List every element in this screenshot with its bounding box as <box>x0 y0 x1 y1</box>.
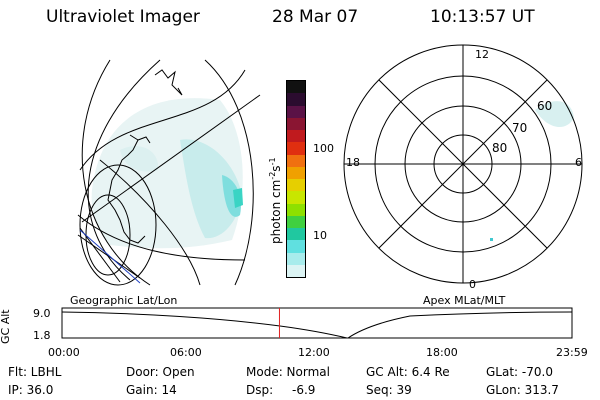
gc-alt-label: GC Alt: 6.4 Re <box>366 365 450 379</box>
altitude-curve <box>61 311 573 339</box>
colorbar-segment <box>287 130 305 143</box>
lat-lon-grid <box>77 59 261 286</box>
mlt-label-0: 0 <box>469 278 476 291</box>
mode-label: Mode: Normal <box>246 365 330 379</box>
dsp-label: Dsp: <box>246 383 274 397</box>
time-tick-0600: 06:00 <box>170 346 202 359</box>
mlt-label-12: 12 <box>475 48 489 61</box>
mlt-diagonal-2 <box>378 79 548 249</box>
colorbar-segment <box>287 142 305 155</box>
door-label: Door: Open <box>126 365 195 379</box>
colorbar-segment <box>287 191 305 204</box>
gc-alt-tick-top: 9.0 <box>33 307 51 320</box>
time-tick-1800: 18:00 <box>426 346 458 359</box>
apex-label: Apex MLat/MLT <box>423 294 506 307</box>
uv-emission-geographic <box>91 98 243 249</box>
mlt-label-6: 6 <box>575 156 582 169</box>
mlat-label-60: 60 <box>537 99 552 113</box>
colorbar-segment <box>287 203 305 216</box>
dsp-value: -6.9 <box>292 383 316 397</box>
colorbar-segment <box>287 166 305 179</box>
colorbar-segment <box>287 154 305 167</box>
gc-alt-tick-bottom: 1.8 <box>33 329 51 342</box>
mlat-label-80: 80 <box>492 141 507 155</box>
gain-label: Gain: 14 <box>126 383 177 397</box>
coastline <box>107 69 183 244</box>
emission-dot <box>490 238 493 241</box>
app-title: Ultraviolet Imager <box>46 7 200 27</box>
filter-label: Flt: LBHL <box>8 365 62 379</box>
seq-label: Seq: 39 <box>366 383 412 397</box>
time-tick-0000: 00:00 <box>48 346 80 359</box>
glon-label: GLon: 313.7 <box>486 383 559 397</box>
uv-emission-polar <box>535 101 574 128</box>
colorbar-segment <box>287 81 305 94</box>
time-label: 10:13:57 UT <box>430 7 535 27</box>
colorbar-segment <box>287 228 305 241</box>
colorbar-tick-100: 100 <box>313 142 334 155</box>
colorbar-segment <box>287 264 305 277</box>
timeline-frame <box>61 307 573 339</box>
colorbar-segment <box>287 179 305 192</box>
colorbar-tick-10: 10 <box>313 229 327 242</box>
geographic-label: Geographic Lat/Lon <box>70 294 178 307</box>
colorbar-segment <box>287 252 305 265</box>
mlat-label-70: 70 <box>512 121 527 135</box>
colorbar-segment <box>287 240 305 253</box>
colorbar-segment <box>287 117 305 130</box>
colorbar-segment <box>287 105 305 118</box>
glat-label: GLat: -70.0 <box>486 365 553 379</box>
colorbar-segment <box>287 215 305 228</box>
colorbar <box>286 80 306 278</box>
ip-label: IP: 36.0 <box>8 383 54 397</box>
mlt-label-18: 18 <box>346 156 360 169</box>
satellite-track <box>79 229 141 284</box>
colorbar-segment <box>287 93 305 106</box>
date-label: 28 Mar 07 <box>272 7 359 27</box>
time-tick-2359: 23:59 <box>556 346 588 359</box>
time-tick-1200: 12:00 <box>298 346 330 359</box>
